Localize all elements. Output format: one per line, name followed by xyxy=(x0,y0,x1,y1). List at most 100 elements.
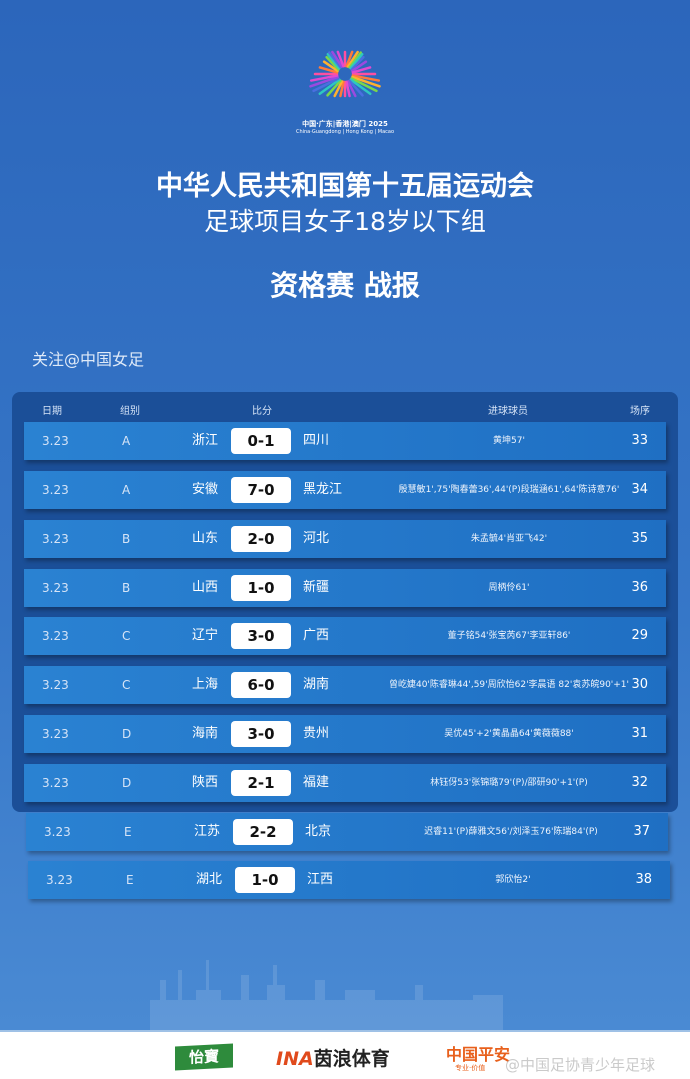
match-row: 3.23 C 辽宁 3-0 广西 董子铭54'张宝芮67'李亚轩86' 29 xyxy=(24,617,666,655)
match-row: 3.23 E 江苏 2-2 北京 迟睿11'(P)薛雅文56'/刘泽玉76'陈瑞84'(P… xyxy=(26,813,668,851)
sponsor-3-slogan: 专业·价值 xyxy=(455,1064,486,1072)
goal-scorers: 郭欣怡2' xyxy=(495,875,531,885)
logo-petal xyxy=(346,80,357,98)
match-score: 2-0 xyxy=(231,526,291,552)
goal-scorers: 董子铭54'张宝芮67'李亚轩86' xyxy=(447,631,571,641)
logo-petal xyxy=(327,51,342,69)
match-row: 3.23 A 安徽 7-0 黑龙江 殷慧敏1',75'陶春蕾36',44'(P)段瑞涵61… xyxy=(24,471,666,509)
home-team: 陕西 xyxy=(191,775,218,790)
match-number: 29 xyxy=(631,628,648,643)
games-logo xyxy=(309,50,381,98)
header-date: 日期 xyxy=(42,406,62,417)
away-team: 河北 xyxy=(303,531,330,546)
sponsor-2-mark: INA xyxy=(276,1048,314,1070)
header-group: 组别 xyxy=(120,406,140,417)
match-score: 2-1 xyxy=(231,770,291,796)
match-date: 3.23 xyxy=(42,532,69,546)
match-score: 7-0 xyxy=(231,477,291,503)
home-team: 辽宁 xyxy=(191,628,218,643)
home-team: 浙江 xyxy=(191,433,218,448)
match-score: 3-0 xyxy=(231,623,291,649)
logo-line2: China·Guangdong | Hong Kong | Macao xyxy=(295,129,395,135)
logo-petal xyxy=(309,75,339,88)
logo-petal xyxy=(322,60,339,73)
match-number: 31 xyxy=(631,726,648,741)
home-team: 山西 xyxy=(191,580,218,595)
match-row: 3.23 B 山东 2-0 河北 朱孟毓4'肖亚飞42' 35 xyxy=(24,520,666,558)
match-date: 3.23 xyxy=(42,483,69,497)
match-score: 1-0 xyxy=(231,575,291,601)
away-team: 福建 xyxy=(303,775,330,790)
logo-petal xyxy=(326,79,342,97)
match-row: 3.23 C 上海 6-0 湖南 曾屹婕40'陈睿琳44',59'周欣怡62'李晨语 82… xyxy=(24,666,666,704)
match-row: 3.23 B 山西 1-0 新疆 周柄伶61' 36 xyxy=(24,569,666,607)
match-score: 3-0 xyxy=(231,721,291,747)
match-date: 3.23 xyxy=(42,434,69,448)
logo-petal xyxy=(350,55,365,71)
match-number: 38 xyxy=(635,872,652,887)
logo-petal xyxy=(318,66,339,74)
logo-line1: 中国·广东|香港|澳门 2025 xyxy=(302,120,388,128)
logo-petal xyxy=(351,66,372,74)
away-team: 黑龙江 xyxy=(303,482,343,497)
match-group: C xyxy=(122,678,131,692)
away-team: 新疆 xyxy=(303,580,330,595)
logo-petal xyxy=(348,51,363,69)
match-group: D xyxy=(122,727,132,741)
logo-petal xyxy=(348,79,364,97)
header-match-no: 场序 xyxy=(630,406,650,417)
away-team: 江西 xyxy=(307,872,334,887)
match-date: 3.23 xyxy=(44,825,71,839)
match-row: 3.23 E 湖北 1-0 江西 郭欣怡2' 38 xyxy=(28,861,670,899)
match-number: 30 xyxy=(631,677,648,692)
match-date: 3.23 xyxy=(42,776,69,790)
logo-petal xyxy=(331,50,344,68)
match-score: 0-1 xyxy=(231,428,291,454)
match-score: 2-2 xyxy=(233,819,293,845)
goal-scorers: 朱孟毓4'肖亚飞42' xyxy=(470,534,548,544)
sponsor-logo-3: 中国平安 xyxy=(446,1045,511,1064)
logo-petal xyxy=(345,80,351,98)
logo-petal xyxy=(349,78,372,96)
sponsor-2-name: 茵浪体育 xyxy=(313,1048,390,1070)
city-skyline xyxy=(150,960,503,1030)
away-team: 贵州 xyxy=(303,726,330,741)
logo-caption: 中国·广东|香港|澳门 2025 China·Guangdong | Hong … xyxy=(290,120,400,136)
match-date: 3.23 xyxy=(42,727,69,741)
away-team: 湖南 xyxy=(303,677,330,692)
logo-petal xyxy=(351,74,381,82)
sponsor-logo-1: 怡寶 xyxy=(175,1043,233,1071)
header-scorers: 进球球员 xyxy=(488,406,528,417)
match-group: B xyxy=(122,581,131,595)
match-date: 3.23 xyxy=(42,581,69,595)
logo-petal xyxy=(350,77,378,93)
match-group: B xyxy=(122,532,131,546)
home-team: 海南 xyxy=(191,726,218,741)
title-line2: 足球项目女子18岁以下组 xyxy=(204,207,486,236)
goal-scorers: 林钰伢53'张锦璐79'(P)/邵研90'+1'(P) xyxy=(430,778,588,788)
away-team: 四川 xyxy=(303,433,330,448)
goal-scorers: 黄坤57' xyxy=(493,436,525,446)
match-date: 3.23 xyxy=(46,873,73,887)
logo-petal xyxy=(336,50,345,68)
match-number: 32 xyxy=(631,775,648,790)
goal-scorers: 曾屹婕40'陈睿琳44',59'周欣怡62'李晨语 82'袁苏皖90'+1' xyxy=(388,680,630,690)
logo-petal xyxy=(339,80,345,98)
match-date: 3.23 xyxy=(42,629,69,643)
away-team: 北京 xyxy=(305,824,332,839)
goal-scorers: 周柄伶61' xyxy=(488,583,530,593)
goal-scorers: 殷慧敏1',75'陶春蕾36',44'(P)段瑞涵61',64'陈诗意76' xyxy=(398,485,620,495)
sponsor-footer: 怡寶 INA茵浪体育 中国平安 专业·价值 @中国足协青少年足球 xyxy=(0,1030,690,1079)
logo-petal xyxy=(312,77,340,93)
match-number: 37 xyxy=(633,824,650,839)
logo-petal xyxy=(351,75,381,88)
match-group: A xyxy=(122,483,131,497)
home-team: 江苏 xyxy=(193,824,220,839)
sponsor-logo-2: INA茵浪体育 xyxy=(276,1044,390,1071)
logo-petal xyxy=(326,52,341,70)
match-group: C xyxy=(122,629,131,643)
logo-petal xyxy=(351,60,368,73)
home-team: 山东 xyxy=(191,531,218,546)
logo-petal xyxy=(318,78,341,96)
home-team: 安徽 xyxy=(191,482,218,497)
